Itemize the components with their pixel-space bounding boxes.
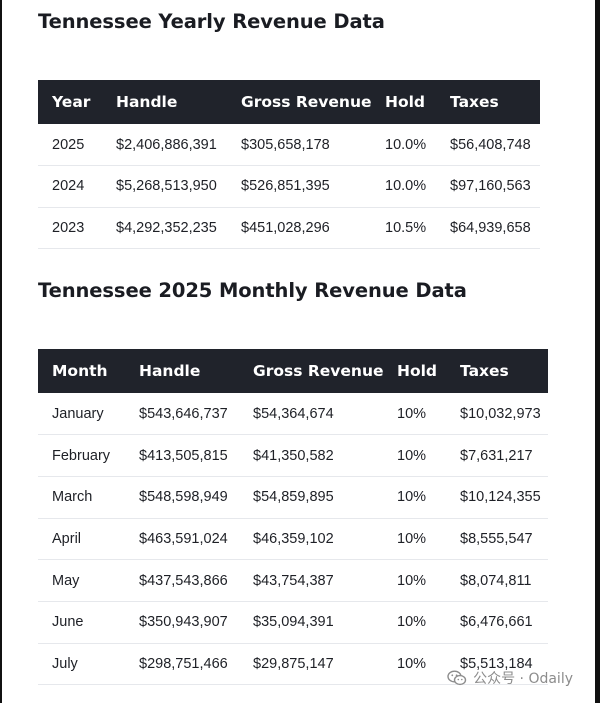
cell-taxes: $64,939,658	[436, 207, 540, 249]
cell-hold: 10%	[383, 643, 446, 686]
cell-handle: $463,591,024	[125, 518, 239, 561]
monthly-revenue-title: Tennessee 2025 Monthly Revenue Data	[38, 279, 467, 302]
yearly-revenue-title: Tennessee Yearly Revenue Data	[38, 10, 385, 33]
cell-handle: $5,268,513,950	[102, 165, 227, 208]
column-header-taxes: Taxes	[436, 80, 540, 124]
cell-year: 2024	[38, 165, 102, 208]
cell-gross-revenue: $54,364,674	[239, 393, 383, 436]
table-row: January $543,646,737 $54,364,674 10% $10…	[38, 393, 548, 436]
cell-gross-revenue: $35,094,391	[239, 601, 383, 644]
cell-gross-revenue: $526,851,395	[227, 165, 371, 208]
column-header-gross-revenue: Gross Revenue	[227, 80, 372, 124]
cell-gross-revenue: $451,028,296	[227, 207, 371, 249]
cell-hold: 10%	[383, 518, 446, 561]
cell-gross-revenue: $54,859,895	[239, 476, 383, 519]
cell-handle: $2,406,886,391	[102, 124, 227, 166]
cell-gross-revenue: $29,875,147	[239, 643, 383, 686]
table-row: June $350,943,907 $35,094,391 10% $6,476…	[38, 601, 548, 644]
watermark-text: 公众号 · Odaily	[473, 671, 573, 687]
cell-handle: $298,751,466	[125, 643, 239, 686]
cell-year: 2025	[38, 124, 102, 166]
table-row: February $413,505,815 $41,350,582 10% $7…	[38, 434, 548, 477]
cell-hold: 10%	[383, 559, 446, 602]
cell-hold: 10.5%	[371, 207, 436, 249]
cell-handle: $4,292,352,235	[102, 207, 227, 249]
cell-hold: 10%	[383, 434, 446, 477]
cell-hold: 10.0%	[371, 165, 436, 208]
cell-taxes: $56,408,748	[436, 124, 540, 166]
monthly-revenue-table: Month Handle Gross Revenue Hold Taxes Ja…	[38, 349, 548, 686]
table-header-row: Year Handle Gross Revenue Hold Taxes	[38, 80, 540, 124]
yearly-revenue-table: Year Handle Gross Revenue Hold Taxes 202…	[38, 80, 540, 249]
cell-month: February	[38, 434, 125, 477]
table-row: 2024 $5,268,513,950 $526,851,395 10.0% $…	[38, 165, 540, 208]
column-header-month: Month	[38, 349, 125, 393]
cell-handle: $437,543,866	[125, 559, 239, 602]
cell-month: July	[38, 643, 125, 686]
cell-month: April	[38, 518, 125, 561]
table-row: April $463,591,024 $46,359,102 10% $8,55…	[38, 518, 548, 561]
cell-taxes: $97,160,563	[436, 165, 540, 208]
cell-handle: $413,505,815	[125, 434, 239, 477]
column-header-taxes: Taxes	[446, 349, 548, 393]
cell-hold: 10.0%	[371, 124, 436, 166]
cell-taxes: $10,124,355	[446, 476, 548, 519]
cell-gross-revenue: $305,658,178	[227, 124, 371, 166]
cell-month: June	[38, 601, 125, 644]
cell-year: 2023	[38, 207, 102, 249]
cell-hold: 10%	[383, 601, 446, 644]
column-header-year: Year	[38, 80, 102, 124]
cell-month: May	[38, 559, 125, 602]
cell-taxes: $8,555,547	[446, 518, 548, 561]
watermark: 公众号 · Odaily	[447, 668, 573, 688]
cell-handle: $350,943,907	[125, 601, 239, 644]
column-header-handle: Handle	[125, 349, 239, 393]
table-row: 2025 $2,406,886,391 $305,658,178 10.0% $…	[38, 124, 540, 166]
cell-hold: 10%	[383, 476, 446, 519]
column-header-handle: Handle	[102, 80, 227, 124]
cell-handle: $548,598,949	[125, 476, 239, 519]
table-row: March $548,598,949 $54,859,895 10% $10,1…	[38, 476, 548, 519]
cell-handle: $543,646,737	[125, 393, 239, 436]
table-row: July $298,751,466 $29,875,147 10% $5,513…	[38, 643, 548, 686]
cell-taxes: $7,631,217	[446, 434, 548, 477]
cell-taxes: $6,476,661	[446, 601, 548, 644]
cell-gross-revenue: $41,350,582	[239, 434, 383, 477]
cell-taxes: $8,074,811	[446, 559, 548, 602]
table-row: May $437,543,866 $43,754,387 10% $8,074,…	[38, 559, 548, 602]
cell-month: January	[38, 393, 125, 436]
cell-gross-revenue: $46,359,102	[239, 518, 383, 561]
column-header-gross-revenue: Gross Revenue	[239, 349, 384, 393]
table-header-row: Month Handle Gross Revenue Hold Taxes	[38, 349, 548, 393]
table-row: 2023 $4,292,352,235 $451,028,296 10.5% $…	[38, 207, 540, 249]
column-header-hold: Hold	[371, 80, 436, 124]
cell-taxes: $10,032,973	[446, 393, 548, 436]
cell-gross-revenue: $43,754,387	[239, 559, 383, 602]
cell-month: March	[38, 476, 125, 519]
wechat-icon	[447, 670, 467, 686]
column-header-hold: Hold	[383, 349, 446, 393]
cell-hold: 10%	[383, 393, 446, 436]
